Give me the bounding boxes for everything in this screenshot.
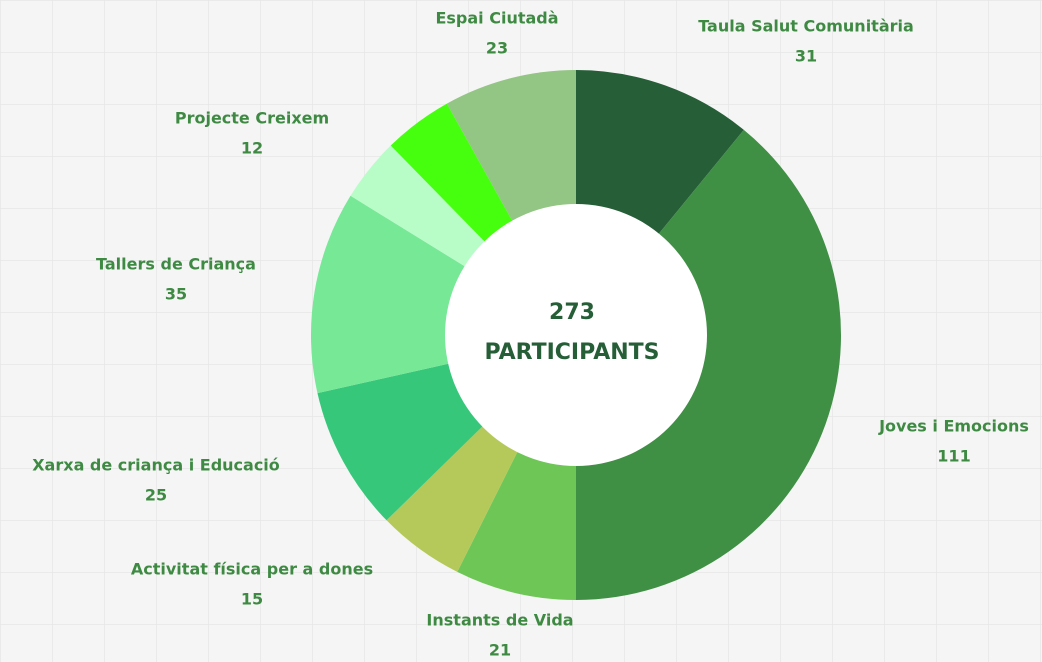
slice-label: Espai Ciutadà bbox=[435, 9, 558, 28]
slice-value: 35 bbox=[165, 285, 187, 304]
slice-value: 21 bbox=[489, 641, 511, 660]
slice-label: Joves i Emocions bbox=[878, 417, 1029, 436]
slice-value: 25 bbox=[145, 486, 167, 505]
slice-value: 15 bbox=[241, 590, 263, 609]
center-total: 273 bbox=[549, 300, 595, 325]
slice bbox=[576, 129, 842, 600]
slice-label: Projecte Creixem bbox=[175, 109, 329, 128]
slice-label: Tallers de Criança bbox=[96, 255, 256, 274]
slice-value: 23 bbox=[486, 39, 508, 58]
slice-label: Taula Salut Comunitària bbox=[698, 17, 914, 36]
slice-value: 111 bbox=[937, 447, 970, 466]
slice-label: Activitat física per a dones bbox=[131, 560, 373, 579]
center-label: PARTICIPANTS bbox=[484, 340, 659, 365]
donut-hole bbox=[445, 204, 707, 466]
slice-value: 12 bbox=[241, 139, 263, 158]
slice-label: Instants de Vida bbox=[426, 611, 573, 630]
slice-label: Xarxa de criança i Educació bbox=[32, 456, 280, 475]
slice-value: 31 bbox=[795, 47, 817, 66]
